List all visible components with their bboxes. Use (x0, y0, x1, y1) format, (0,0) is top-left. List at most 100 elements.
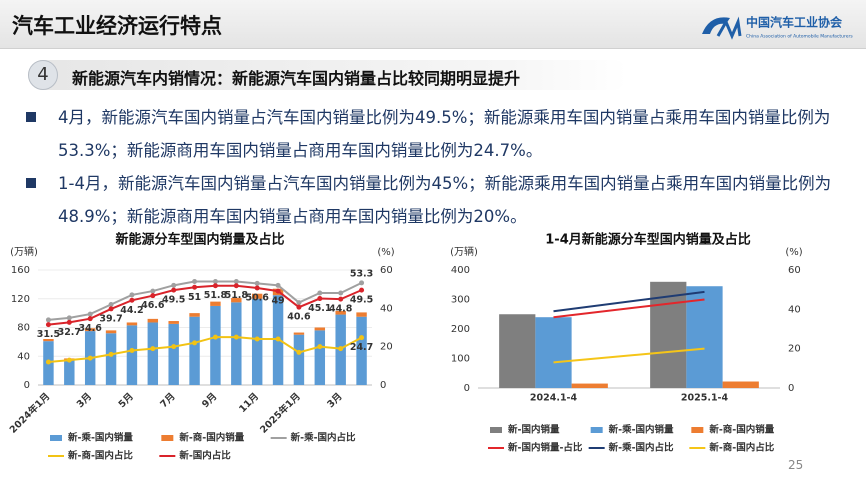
bar (293, 334, 305, 385)
line (48, 284, 362, 326)
line-marker (212, 283, 218, 289)
line-marker (150, 293, 156, 299)
section-number: 4 (28, 60, 58, 90)
data-label: 50.6 (245, 293, 269, 304)
x-tick-label: 7月 (158, 391, 177, 410)
line-marker (129, 348, 135, 353)
bar (356, 316, 367, 385)
logo-subtext: China Association of Automobile Manufact… (746, 34, 853, 40)
line-marker (150, 288, 156, 294)
line-marker (254, 336, 260, 342)
line-marker (66, 319, 72, 325)
legend-label: 新-商-国内占比 (68, 450, 133, 462)
line-marker (108, 306, 114, 312)
legend-label: 新-乘-国内占比 (291, 432, 356, 444)
line-marker (296, 349, 302, 355)
logo-text: 中国汽车工业协会 (746, 15, 843, 30)
header-title: 汽车工业经济运行特点 (12, 14, 222, 38)
bar (105, 330, 117, 334)
line-marker (192, 340, 198, 346)
line-marker (359, 335, 365, 341)
line-marker (87, 355, 93, 361)
y-axis-unit: (万辆) (450, 245, 478, 258)
bar (126, 322, 138, 326)
line-marker (192, 279, 198, 284)
line-marker (129, 297, 135, 303)
y-tick-label: 300 (451, 295, 470, 306)
bar (293, 332, 305, 335)
data-label: 32.7 (58, 327, 81, 338)
legend-label: 新-乘-国内占比 (609, 442, 674, 454)
x-tick-label: 9月 (200, 391, 219, 410)
y-tick-label: 120 (11, 294, 30, 305)
y2-tick-label: 20 (380, 342, 393, 353)
data-label: 24.7 (350, 342, 373, 353)
line-marker (171, 344, 177, 350)
line-marker (317, 290, 323, 296)
line (553, 290, 705, 313)
line-marker (359, 287, 365, 293)
line-marker (233, 283, 239, 289)
line-marker (171, 282, 177, 288)
legend-label: 新-国内销量-占比 (508, 442, 583, 454)
line-marker (296, 304, 302, 310)
line-marker (275, 336, 281, 342)
bar (335, 310, 346, 315)
x-tick-label: 2025.1-4 (681, 393, 729, 404)
bar (251, 298, 263, 385)
y2-tick-label: 0 (380, 380, 386, 391)
line (553, 298, 705, 319)
bar (314, 330, 326, 385)
y2-axis-unit: (%) (785, 247, 802, 258)
line-marker (129, 292, 135, 298)
legend-swatch (50, 435, 62, 441)
legend-label: 新-商-国内销量 (709, 424, 774, 436)
line (48, 280, 363, 321)
y-tick-label: 400 (451, 265, 470, 276)
line-marker (317, 344, 323, 350)
section-title: 新能源汽车内销情况：新能源汽车国内销量占比较同期明显提升 (72, 69, 521, 88)
bullet-text: 1-4月，新能源汽车国内销量占汽车国内销量比例为45%；新能源乘用车国内销量占乘… (58, 174, 832, 226)
bar (499, 314, 536, 388)
line-marker (338, 296, 344, 302)
bullet-text: 4月，新能源汽车国内销量占汽车国内销量比例为49.5%；新能源乘用车国内销量占乘… (58, 108, 831, 160)
bar (314, 327, 326, 331)
y2-axis-unit: (%) (377, 247, 394, 258)
legend-swatch (691, 427, 704, 433)
bar (231, 302, 242, 385)
legend-swatch (590, 427, 603, 433)
y-tick-label: 160 (11, 265, 30, 276)
x-tick-label: 5月 (117, 391, 136, 410)
line-marker (275, 288, 281, 294)
data-label: 45.1 (308, 303, 331, 314)
chart: 新能源分车型国内销量及占比 (万辆) (%) 0 40 80 120 160 0 20 40 60 20… (7, 232, 395, 462)
legend-label: 新-乘-国内销量 (68, 432, 133, 444)
line-marker (317, 296, 323, 302)
y-axis-unit: (万辆) (10, 245, 38, 258)
bar (722, 381, 759, 388)
y2-tick-label: 40 (380, 303, 393, 314)
bar (147, 318, 159, 323)
x-tick-label: 2025年1月 (258, 390, 303, 435)
data-label: 31.5 (37, 329, 60, 340)
y-tick-label: 100 (451, 354, 470, 365)
line-marker (45, 322, 51, 328)
data-label: 53.3 (350, 268, 373, 279)
bar (105, 333, 117, 385)
y-tick-label: 40 (17, 351, 30, 362)
bar (126, 325, 138, 385)
line-marker (87, 316, 93, 322)
chart: 1-4月新能源分车型国内销量及占比 (万辆) (%) 0 100 200 300 400 0 20… (450, 232, 803, 454)
line-marker (108, 351, 114, 357)
bar (650, 281, 687, 388)
header: 汽车工业经济运行特点 中国汽车工业协会 China Association of… (0, 0, 866, 49)
line-marker (212, 334, 218, 340)
data-label: 44.8 (329, 304, 353, 315)
line-marker (254, 280, 260, 286)
line-marker (338, 290, 344, 296)
line-marker (233, 334, 239, 340)
y-tick-label: 80 (17, 323, 30, 334)
chart-title: 1-4月新能源分车型国内销量及占比 (545, 232, 751, 248)
x-tick-label: 11月 (237, 391, 261, 415)
legend-label: 新-商-国内占比 (709, 442, 774, 454)
